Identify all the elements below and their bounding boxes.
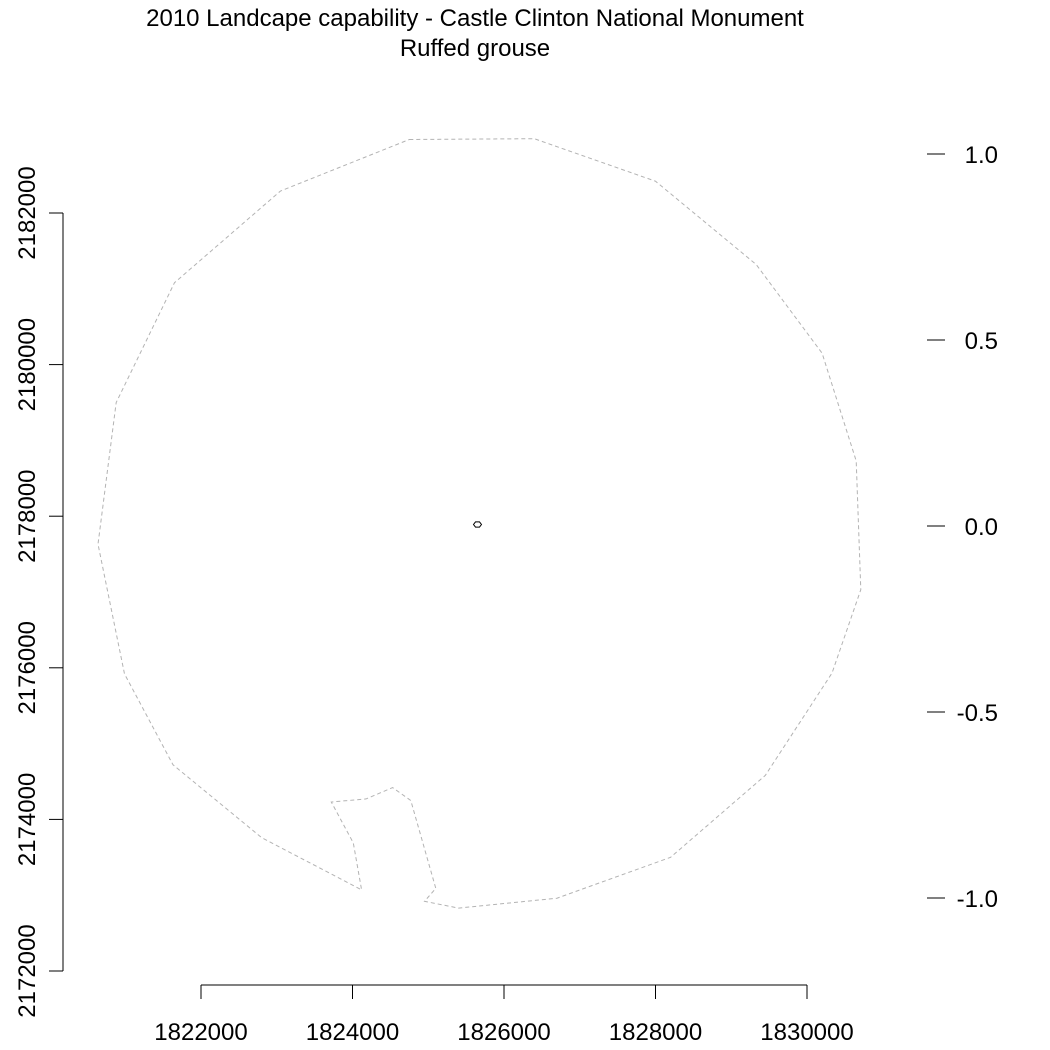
legend-tick-label: -1.0 [957,886,998,913]
legend-scale-axis: 1.0 0.5 0.0 -0.5 -1.0 [927,142,998,913]
y-tick-label: 2182000 [14,166,41,259]
legend-tick-label: 0.0 [965,514,998,541]
chart-subtitle: Ruffed grouse [400,35,550,62]
x-tick-label: 1826000 [457,1019,550,1046]
y-tick-label: 2176000 [14,621,41,714]
y-axis: 2172000 2174000 2176000 2178000 2180000 21820… [14,166,64,1018]
y-tick-label: 2174000 [14,773,41,866]
legend-tick-label: 1.0 [965,142,998,169]
legend-tick-label: -0.5 [957,700,998,727]
x-tick-label: 1828000 [609,1019,702,1046]
x-tick-label: 1824000 [306,1019,399,1046]
x-tick-label: 1830000 [760,1019,853,1046]
y-tick-label: 2172000 [14,924,41,1017]
center-point-marker [472,521,483,528]
y-tick-label: 2180000 [14,318,41,411]
x-axis: 1822000 1824000 1826000 1828000 1830000 [154,984,854,1046]
chart-title: 2010 Landcape capability - Castle Clinto… [146,5,804,32]
monument-boundary [97,138,862,909]
y-tick-label: 2178000 [14,469,41,562]
legend-tick-label: 0.5 [965,328,998,355]
x-tick-label: 1822000 [154,1019,247,1046]
